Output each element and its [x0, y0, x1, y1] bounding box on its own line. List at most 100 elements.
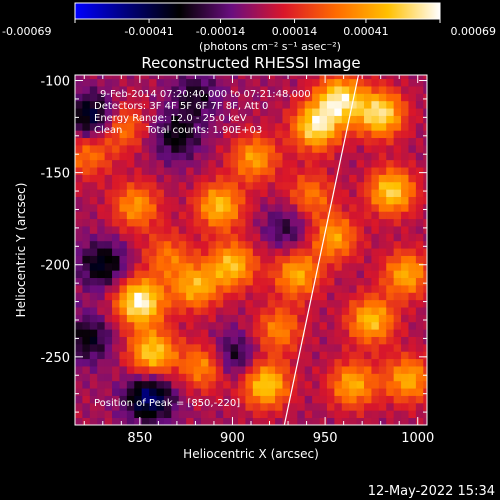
heatmap-cell	[267, 248, 276, 256]
heatmap-cell	[149, 285, 157, 293]
heatmap-cell	[349, 358, 357, 367]
heatmap-cell	[119, 410, 128, 419]
heatmap-cell	[267, 388, 276, 396]
heatmap-cell	[393, 388, 402, 396]
heatmap-cell	[186, 277, 194, 286]
heatmap-cell	[349, 196, 357, 205]
heatmap-cell	[371, 410, 380, 419]
heatmap-cell	[275, 159, 283, 168]
heatmap-cell	[104, 277, 113, 286]
heatmap-cell	[319, 115, 328, 124]
heatmap-cell	[334, 203, 343, 212]
heatmap-cell	[304, 137, 313, 146]
heatmap-cell	[82, 307, 91, 315]
heatmap-cell	[297, 211, 306, 220]
heatmap-cell	[230, 292, 239, 301]
heatmap-cell	[223, 86, 232, 94]
heatmap-cell	[349, 321, 357, 330]
heatmap-cell	[223, 240, 232, 249]
heatmap-cell	[341, 203, 350, 212]
heatmap-cell	[104, 395, 113, 404]
heatmap-cell	[378, 196, 387, 205]
heatmap-cell	[393, 93, 402, 102]
heatmap-cell	[371, 189, 380, 197]
heatmap-cell	[408, 366, 417, 374]
heatmap-cell	[134, 152, 143, 161]
heatmap-cell	[126, 351, 135, 360]
heatmap-cell	[134, 159, 143, 168]
heatmap-cell	[326, 314, 335, 323]
heatmap-cell	[423, 122, 427, 131]
heatmap-cell	[371, 137, 380, 146]
heatmap-cell	[97, 285, 106, 293]
heatmap-cells	[75, 75, 427, 425]
heatmap-cell	[200, 336, 209, 345]
heatmap-cell	[104, 233, 113, 242]
heatmap-cell	[89, 159, 98, 168]
heatmap-cell	[408, 351, 417, 360]
heatmap-cell	[415, 152, 424, 161]
heatmap-cell	[289, 78, 298, 87]
heatmap-cell	[326, 380, 335, 389]
heatmap-cell	[171, 248, 180, 256]
heatmap-cell	[230, 218, 239, 227]
heatmap-cell	[134, 196, 143, 205]
heatmap-cell	[171, 380, 180, 389]
heatmap-cell	[341, 86, 350, 94]
heatmap-cell	[163, 329, 172, 337]
heatmap-cell	[282, 351, 291, 360]
heatmap-cell	[378, 292, 387, 301]
heatmap-cell	[393, 285, 402, 293]
heatmap-cell	[334, 336, 343, 345]
heatmap-cell	[401, 93, 409, 102]
heatmap-cell	[223, 115, 232, 124]
heatmap-cell	[319, 285, 328, 293]
heatmap-cell	[252, 240, 261, 249]
heatmap-cell	[215, 277, 224, 286]
heatmap-cell	[252, 78, 261, 87]
heatmap-cell	[245, 145, 254, 153]
heatmap-cell	[97, 270, 106, 279]
heatmap-cell	[97, 167, 106, 175]
heatmap-cell	[193, 211, 202, 220]
heatmap-cell	[408, 248, 417, 256]
heatmap-cell	[364, 78, 372, 87]
heatmap-cell	[178, 402, 187, 411]
y-axis-label: Heliocentric Y (arcsec)	[14, 183, 28, 318]
heatmap-cell	[326, 108, 335, 116]
heatmap-cell	[171, 218, 180, 227]
heatmap-cell	[408, 100, 417, 109]
heatmap-cell	[238, 100, 246, 109]
heatmap-cell	[312, 122, 320, 131]
heatmap-cell	[401, 366, 409, 374]
heatmap-cell	[82, 145, 91, 153]
heatmap-cell	[386, 248, 395, 256]
heatmap-cell	[200, 417, 209, 425]
heatmap-cell	[423, 167, 427, 175]
y-tick-label: -100	[40, 75, 70, 90]
heatmap-cell	[200, 351, 209, 360]
heatmap-cell	[289, 233, 298, 242]
heatmap-cell	[89, 122, 98, 131]
heatmap-cell	[408, 115, 417, 124]
heatmap-cell	[334, 196, 343, 205]
heatmap-cell	[364, 410, 372, 419]
heatmap-cell	[415, 307, 424, 315]
heatmap-cell	[193, 351, 202, 360]
heatmap-cell	[193, 86, 202, 94]
heatmap-cell	[393, 270, 402, 279]
heatmap-cell	[215, 152, 224, 161]
heatmap-cell	[319, 402, 328, 411]
heatmap-cell	[119, 122, 128, 131]
heatmap-cell	[319, 122, 328, 131]
heatmap-cell	[393, 402, 402, 411]
heatmap-cell	[89, 270, 98, 279]
heatmap-cell	[171, 255, 180, 264]
heatmap-cell	[178, 351, 187, 360]
heatmap-cell	[193, 115, 202, 124]
heatmap-cell	[193, 218, 202, 227]
heatmap-cell	[186, 299, 194, 308]
heatmap-cell	[378, 211, 387, 220]
heatmap-cell	[89, 152, 98, 161]
heatmap-cell	[371, 358, 380, 367]
